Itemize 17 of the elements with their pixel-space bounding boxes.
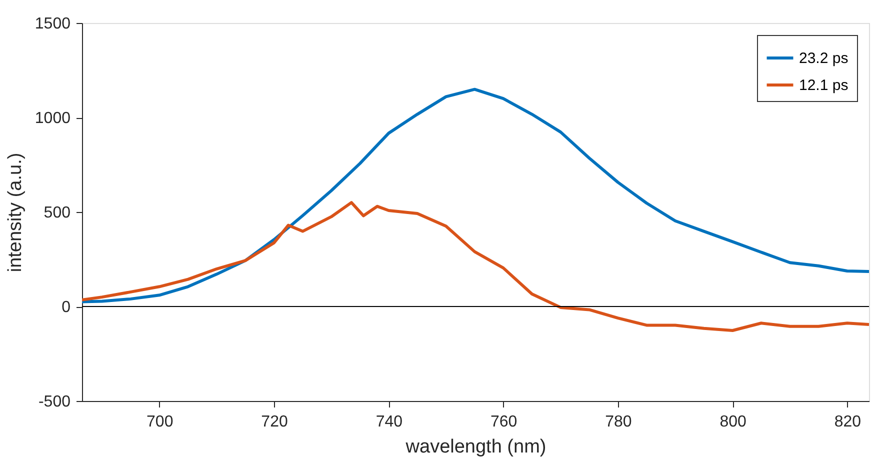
y-axis-title: intensity (a.u.)	[4, 152, 26, 272]
x-tick-label: 740	[376, 414, 403, 430]
x-tick-label: 780	[605, 414, 632, 430]
y-tick-label: 1000	[34, 110, 71, 127]
y-tick-label: 500	[44, 204, 71, 222]
x-axis-title: wavelength (nm)	[404, 436, 546, 458]
x-tick-label: 720	[261, 414, 288, 430]
line-series	[82, 201, 869, 332]
y-tick-label: 0	[62, 299, 71, 316]
x-tick-label: 820	[834, 414, 862, 430]
x-tick-label: 700	[146, 414, 174, 430]
legend-label: 12.1 ps	[799, 77, 848, 94]
y-tick-label: 1500	[34, 16, 71, 32]
y-tick-label: -500	[38, 394, 71, 410]
x-tick-label: 760	[490, 414, 518, 430]
x-tick-label: 800	[720, 414, 747, 430]
legend-label: 23.2 ps	[799, 50, 848, 67]
